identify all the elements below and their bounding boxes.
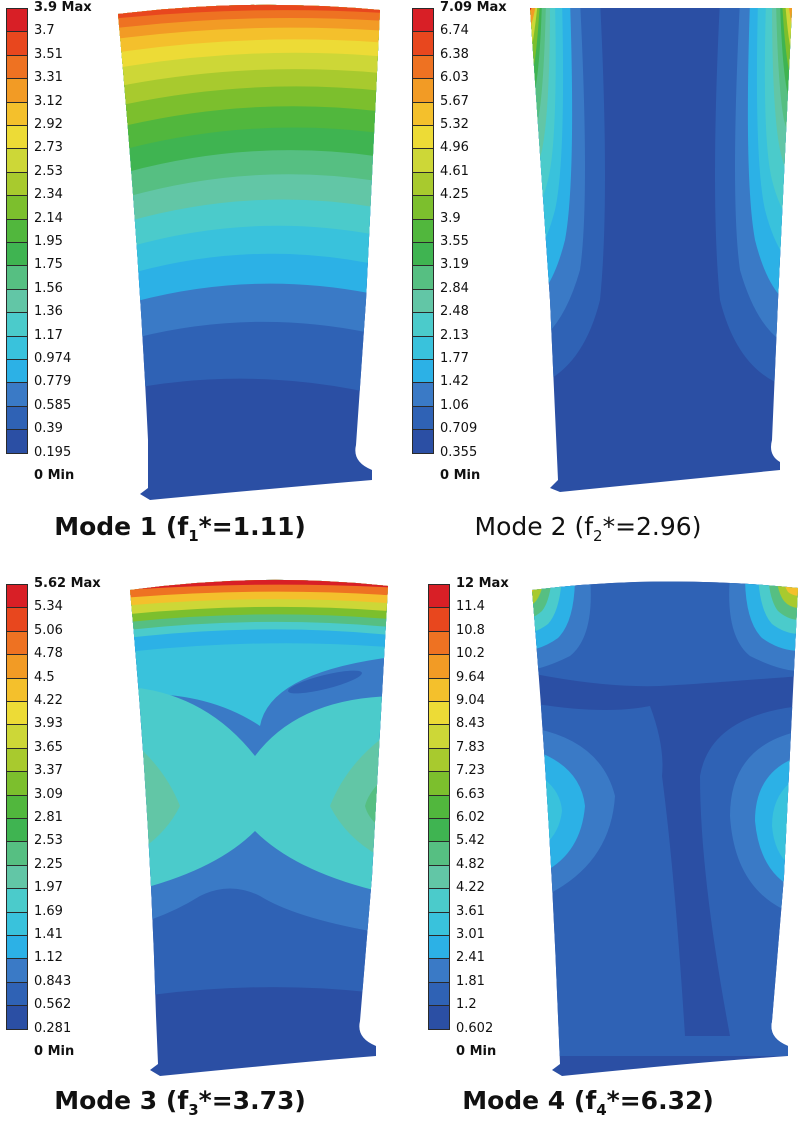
mode3-legend-label: 3.37 xyxy=(34,763,63,779)
mode3-legend-label: 4.78 xyxy=(34,646,63,662)
mode3-legend-label: 0.843 xyxy=(34,973,72,989)
mode1-legend-label: 0.974 xyxy=(34,351,72,366)
mode2-legend-label: 0.355 xyxy=(440,444,478,460)
mode2-legend-label: 0.709 xyxy=(440,421,478,437)
mode3-legend-label: 5.34 xyxy=(34,599,63,615)
mode1-legend-label: 0.585 xyxy=(34,397,72,413)
mode2-blade-contour xyxy=(530,8,792,492)
mode3-legend-label: 1.69 xyxy=(34,903,63,919)
mode2-legend-label: 3.55 xyxy=(440,234,469,249)
mode1-legend-label: 3.7 xyxy=(34,23,55,39)
mode1-legend-label: 0 Min xyxy=(34,468,75,483)
mode3-legend-label: 2.53 xyxy=(34,833,63,849)
mode2-caption: Mode 2 (f2*=2.96) xyxy=(474,512,702,545)
mode4-legend-swatch xyxy=(428,1005,450,1030)
mode3-legend-label: 5.62 Max xyxy=(34,576,101,591)
mode3-blade-contour xyxy=(130,579,388,1076)
mode4-legend-label: 4.82 xyxy=(456,856,485,872)
mode1-legend-label: 1.17 xyxy=(34,327,63,343)
mode4-legend-label: 0 Min xyxy=(456,1044,497,1059)
mode4-legend-label: 4.22 xyxy=(456,880,485,896)
mode4-legend-label: 1.2 xyxy=(456,997,477,1013)
mode3-legend-label: 3.93 xyxy=(34,716,63,732)
mode4-legend-label: 6.63 xyxy=(456,786,485,802)
mode2-legend-label: 3.9 xyxy=(440,210,461,226)
mode2-legend-label: 0 Min xyxy=(440,468,481,483)
mode4-legend-label: 10.2 xyxy=(456,646,485,662)
mode2-legend-label: 1.77 xyxy=(440,351,469,366)
mode2-legend-label: 7.09 Max xyxy=(440,0,507,15)
mode3-legend-label: 4.22 xyxy=(34,693,63,708)
mode4-legend-label: 10.8 xyxy=(456,622,485,638)
mode4-legend-label: 2.41 xyxy=(456,950,485,966)
mode4-legend-label: 6.02 xyxy=(456,810,485,825)
mode4-legend-label: 3.01 xyxy=(456,927,485,942)
mode1-legend-label: 1.36 xyxy=(34,304,63,320)
mode1-legend-label: 3.51 xyxy=(34,46,63,62)
mode3-legend-label: 1.41 xyxy=(34,927,63,942)
mode1-legend-label: 2.53 xyxy=(34,163,63,179)
mode3-legend-label: 1.97 xyxy=(34,880,63,896)
mode3-caption: Mode 3 (f3*=3.73) xyxy=(54,1086,306,1119)
mode2-legend-swatch xyxy=(412,429,434,454)
mode3-legend-label: 0.281 xyxy=(34,1020,72,1036)
mode3-legend-swatch xyxy=(6,1005,28,1030)
mode4-caption: Mode 4 (f4*=6.32) xyxy=(462,1086,714,1119)
mode2-legend-label: 5.32 xyxy=(440,117,469,132)
mode2-legend-label: 4.25 xyxy=(440,187,469,203)
mode1-legend-label: 2.34 xyxy=(34,187,63,203)
mode1-legend-label: 2.73 xyxy=(34,140,63,156)
mode2-legend-label: 2.13 xyxy=(440,327,469,343)
mode2-legend-label: 4.61 xyxy=(440,163,469,179)
mode2-legend-label: 2.48 xyxy=(440,304,469,320)
mode1-legend-label: 0.195 xyxy=(34,444,72,460)
mode1-legend-label: 1.75 xyxy=(34,257,63,273)
mode2-legend-label: 5.67 xyxy=(440,93,469,109)
mode4-blade-contour xyxy=(532,581,798,1076)
mode1-legend-label: 1.95 xyxy=(34,234,63,249)
mode4-legend-label: 1.81 xyxy=(456,973,485,989)
mode3-legend-label: 0 Min xyxy=(34,1044,75,1059)
mode3-legend-label: 4.5 xyxy=(34,669,55,685)
mode1-legend-label: 3.31 xyxy=(34,70,63,86)
mode1-legend-label: 2.92 xyxy=(34,117,63,132)
mode1-legend-label: 0.39 xyxy=(34,421,63,437)
mode1-legend-label: 1.56 xyxy=(34,280,63,296)
mode2-legend-label: 1.42 xyxy=(440,374,469,390)
mode1-caption: Mode 1 (f1*=1.11) xyxy=(54,512,306,545)
mode4-legend-label: 8.43 xyxy=(456,716,485,732)
mode3-legend-label: 2.81 xyxy=(34,810,63,825)
mode4-legend-label: 7.23 xyxy=(456,763,485,779)
mode4-legend-label: 12 Max xyxy=(456,576,509,591)
mode4-legend-label: 9.64 xyxy=(456,669,485,685)
mode2-legend-label: 3.19 xyxy=(440,257,469,273)
mode2-legend-label: 2.84 xyxy=(440,280,469,296)
mode3-legend-label: 0.562 xyxy=(34,997,72,1013)
mode2-legend-label: 6.74 xyxy=(440,23,469,39)
mode1-legend-label: 3.12 xyxy=(34,93,63,109)
mode4-legend-label: 5.42 xyxy=(456,833,485,849)
mode1-legend-label: 0.779 xyxy=(34,374,72,390)
mode3-legend-label: 2.25 xyxy=(34,856,63,872)
mode3-legend-label: 1.12 xyxy=(34,950,63,966)
mode2-legend-label: 4.96 xyxy=(440,140,469,156)
mode1-legend-label: 3.9 Max xyxy=(34,0,92,15)
mode1-blade-contour xyxy=(118,4,380,500)
mode4-legend-label: 3.61 xyxy=(456,903,485,919)
mode4-legend-label: 0.602 xyxy=(456,1020,494,1036)
mode2-legend-label: 6.03 xyxy=(440,70,469,86)
mode3-legend-label: 3.09 xyxy=(34,786,63,802)
mode4-legend-label: 7.83 xyxy=(456,739,485,755)
mode1-legend-swatch xyxy=(6,429,28,454)
mode3-legend-label: 3.65 xyxy=(34,739,63,755)
mode1-legend-label: 2.14 xyxy=(34,210,63,226)
mode2-legend-label: 6.38 xyxy=(440,46,469,62)
mode4-legend-label: 9.04 xyxy=(456,693,485,708)
mode3-legend-label: 5.06 xyxy=(34,622,63,638)
mode4-legend-label: 11.4 xyxy=(456,599,485,615)
mode2-legend-label: 1.06 xyxy=(440,397,469,413)
